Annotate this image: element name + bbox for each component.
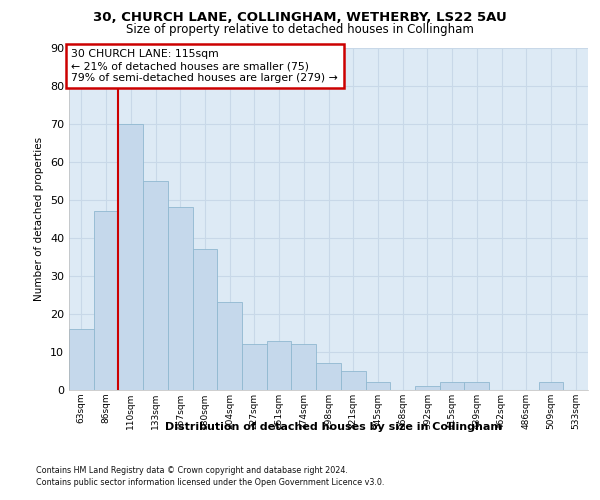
Bar	[316, 364, 341, 390]
Bar	[143, 180, 168, 390]
Bar	[341, 371, 365, 390]
Text: Contains public sector information licensed under the Open Government Licence v3: Contains public sector information licen…	[36, 478, 385, 487]
Bar	[168, 208, 193, 390]
Bar	[118, 124, 143, 390]
Bar	[365, 382, 390, 390]
Bar	[193, 249, 217, 390]
Text: 30 CHURCH LANE: 115sqm
← 21% of detached houses are smaller (75)
79% of semi-det: 30 CHURCH LANE: 115sqm ← 21% of detached…	[71, 50, 338, 82]
Bar	[440, 382, 464, 390]
Bar	[242, 344, 267, 390]
Text: Contains HM Land Registry data © Crown copyright and database right 2024.: Contains HM Land Registry data © Crown c…	[36, 466, 348, 475]
Text: 30, CHURCH LANE, COLLINGHAM, WETHERBY, LS22 5AU: 30, CHURCH LANE, COLLINGHAM, WETHERBY, L…	[93, 11, 507, 24]
Bar	[217, 302, 242, 390]
Bar	[415, 386, 440, 390]
Y-axis label: Number of detached properties: Number of detached properties	[34, 136, 44, 301]
Bar	[94, 211, 118, 390]
Bar	[539, 382, 563, 390]
Bar	[292, 344, 316, 390]
Text: Distribution of detached houses by size in Collingham: Distribution of detached houses by size …	[164, 422, 502, 432]
Bar	[69, 329, 94, 390]
Bar	[267, 340, 292, 390]
Bar	[464, 382, 489, 390]
Text: Size of property relative to detached houses in Collingham: Size of property relative to detached ho…	[126, 23, 474, 36]
